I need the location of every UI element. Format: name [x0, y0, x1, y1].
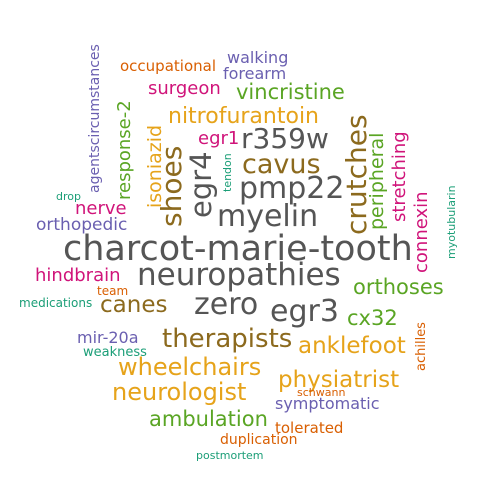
word-duplication: duplication	[220, 432, 298, 448]
word-nitrofurantoin: nitrofurantoin	[168, 104, 320, 129]
word-agentscircumstances: agentscircumstances	[87, 44, 103, 193]
word-wheelchairs: wheelchairs	[118, 353, 262, 381]
word-postmortem: postmortem	[196, 449, 264, 462]
word-myotubularin: myotubularin	[445, 185, 458, 259]
word-r359w: r359w	[241, 122, 329, 155]
word-drop: drop	[56, 190, 81, 203]
word-egr3: egr3	[270, 294, 339, 329]
word-peripheral: vincristine	[236, 80, 345, 104]
word-stretching: stretching	[389, 131, 410, 222]
word-nerve: nerve	[75, 198, 127, 219]
word-occupational: occupational	[120, 57, 216, 75]
word-orthoses: orthoses	[353, 275, 444, 299]
word-surgeon: surgeon	[148, 78, 221, 99]
word-schwann: schwann	[297, 386, 346, 399]
word-medications: medications	[19, 296, 93, 310]
word-orthopedic: orthopedic	[36, 215, 128, 235]
word-canes: canes	[100, 292, 168, 318]
word-egr1: egr1	[198, 128, 240, 149]
word-myelin: myelin	[217, 199, 319, 234]
word-vincristine: peripheral	[366, 132, 388, 230]
word-achilles: achilles	[414, 322, 429, 371]
word-symptomatic: symptomatic	[275, 394, 380, 413]
word-neurologist: neurologist	[112, 378, 247, 406]
word-hindbrain: hindbrain	[35, 265, 121, 286]
word-cx32: cx32	[347, 306, 398, 330]
word-pmp22: pmp22	[239, 171, 345, 206]
word-forearm: forearm	[223, 64, 287, 83]
word-walking: walking	[227, 48, 289, 67]
word-team: team	[97, 284, 129, 298]
word-neuropathies: neuropathies	[137, 257, 341, 293]
word-anklefoot: anklefoot	[298, 333, 406, 359]
word-therapists: therapists	[162, 324, 293, 354]
word-connexin: connexin	[411, 191, 432, 273]
word-ambulation: response-2	[114, 100, 135, 200]
word-tendon: tendon	[221, 153, 234, 192]
word-isoniazid: isoniazid	[144, 124, 166, 208]
word-zero: zero	[194, 287, 259, 322]
word-charcot-marie-tooth: charcot-marie-tooth	[63, 229, 413, 269]
word-cavus: cavus	[242, 149, 321, 180]
word-egr4: egr4	[184, 151, 218, 218]
word-weakness: weakness	[83, 345, 147, 360]
word-tolerated: tolerated	[275, 419, 344, 437]
word-mir-20a: mir-20a	[77, 328, 139, 347]
word-physiatrist: physiatrist	[278, 367, 400, 393]
word-response-2: ambulation	[149, 407, 268, 431]
